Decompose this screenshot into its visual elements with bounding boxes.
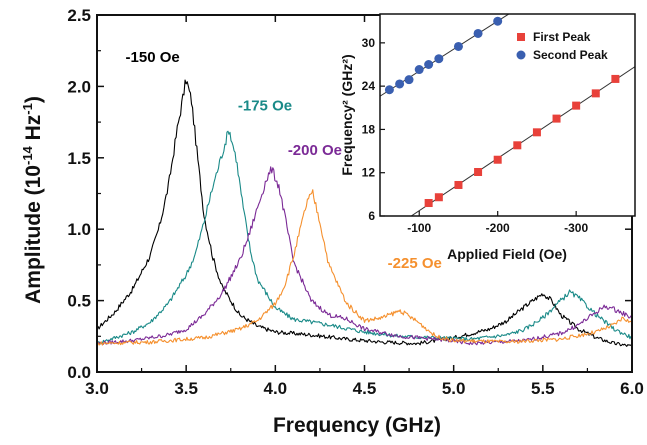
inset-data-point xyxy=(493,155,502,164)
y-axis-title-base: Amplitude (10 xyxy=(22,165,45,304)
inset-data-point xyxy=(454,180,463,189)
y-axis-title-end: ) xyxy=(22,96,45,103)
series-annotation: -225 Oe xyxy=(388,255,442,272)
inset-data-point xyxy=(424,60,434,69)
inset-data-point xyxy=(453,41,463,51)
y-tick-label: 0.5 xyxy=(67,292,91,311)
inset-data-point xyxy=(404,75,414,85)
legend-label: Second Peak xyxy=(533,48,608,62)
inset-tick-group: -100 -200 -300 6 12 18 24 30 xyxy=(362,36,589,235)
inset-y-tick-label: 6 xyxy=(368,209,375,223)
inset-x-tick-label: -300 xyxy=(564,221,588,235)
inset-data-point xyxy=(434,193,443,202)
inset-y-tick-label: 30 xyxy=(362,36,376,50)
inset-data-point xyxy=(474,167,483,176)
inset-data-point xyxy=(414,65,424,75)
x-tick-label: 4.5 xyxy=(353,379,377,398)
x-tick-label: 5.5 xyxy=(531,379,555,398)
inset-data-point xyxy=(611,74,620,83)
inset-frame xyxy=(379,13,636,217)
inset-x-tick-label: -100 xyxy=(407,221,431,235)
x-tick-label: 3.5 xyxy=(174,379,198,398)
x-tick-label: 6.0 xyxy=(620,379,644,398)
x-tick-label: 5.0 xyxy=(442,379,466,398)
y-axis-title-mid: Hz xyxy=(22,115,45,147)
inset-data-point xyxy=(434,54,444,64)
y-axis-title-exp1: -14 xyxy=(20,145,35,165)
series-line--150oe xyxy=(96,79,633,347)
main-tick-group: 3.0 3.5 4.0 4.5 5.0 5.5 6.0 0.0 0.5 1.0 1.5 2.0 2.5 xyxy=(67,6,643,398)
inset-data-point xyxy=(395,79,405,89)
inset-y-tick-label: 24 xyxy=(362,79,376,93)
inset-y-tick-label: 18 xyxy=(362,122,376,136)
series-annotation: -175 Oe xyxy=(238,98,292,115)
series-annotation: -150 Oe xyxy=(126,49,180,66)
x-tick-label: 4.0 xyxy=(264,379,288,398)
y-tick-label: 1.0 xyxy=(67,220,91,239)
inset-points xyxy=(384,16,620,208)
inset-y-axis-title: Frequency² (GHz²) xyxy=(339,54,355,175)
inset-data-point xyxy=(591,89,600,98)
inset-data-point xyxy=(532,128,541,137)
legend-marker xyxy=(516,50,526,60)
inset-background xyxy=(380,14,635,216)
y-axis-title-exp2: -1 xyxy=(20,103,35,115)
main-series-group xyxy=(96,79,633,347)
legend-marker xyxy=(517,33,525,41)
inset-data-point xyxy=(384,85,394,95)
series-line--200oe xyxy=(96,166,633,346)
y-tick-label: 2.0 xyxy=(67,77,91,96)
y-axis-title: Amplitude (10-14 Hz-1) xyxy=(20,96,45,304)
inset-data-point xyxy=(513,141,522,150)
inset-data-point xyxy=(572,101,581,110)
series-line--175oe xyxy=(96,130,633,346)
legend-label: First Peak xyxy=(533,30,591,44)
y-tick-label: 2.5 xyxy=(67,6,91,25)
inset-y-tick-label: 12 xyxy=(362,166,376,180)
y-tick-label: 1.5 xyxy=(67,149,91,168)
series-line--225oe xyxy=(96,189,633,346)
y-tick-label: 0.0 xyxy=(67,363,91,382)
inset-data-point xyxy=(493,16,503,26)
x-axis-title: Frequency (GHz) xyxy=(273,414,441,437)
inset-legend: First Peak Second Peak xyxy=(516,30,608,62)
inset-data-point xyxy=(473,28,483,38)
x-tick-label: 3.0 xyxy=(85,379,109,398)
inset-x-tick-label: -200 xyxy=(486,221,510,235)
series-annotation: -200 Oe xyxy=(288,142,342,159)
inset-data-point xyxy=(552,114,561,123)
inset-chart: -100 -200 -300 6 12 18 24 30 Applied Field (Oe)… xyxy=(339,13,636,262)
inset-x-axis-title: Applied Field (Oe) xyxy=(447,246,567,262)
inset-data-point xyxy=(424,199,433,208)
main-annotation-group: -150 Oe -175 Oe -200 Oe -225 Oe xyxy=(126,49,442,272)
